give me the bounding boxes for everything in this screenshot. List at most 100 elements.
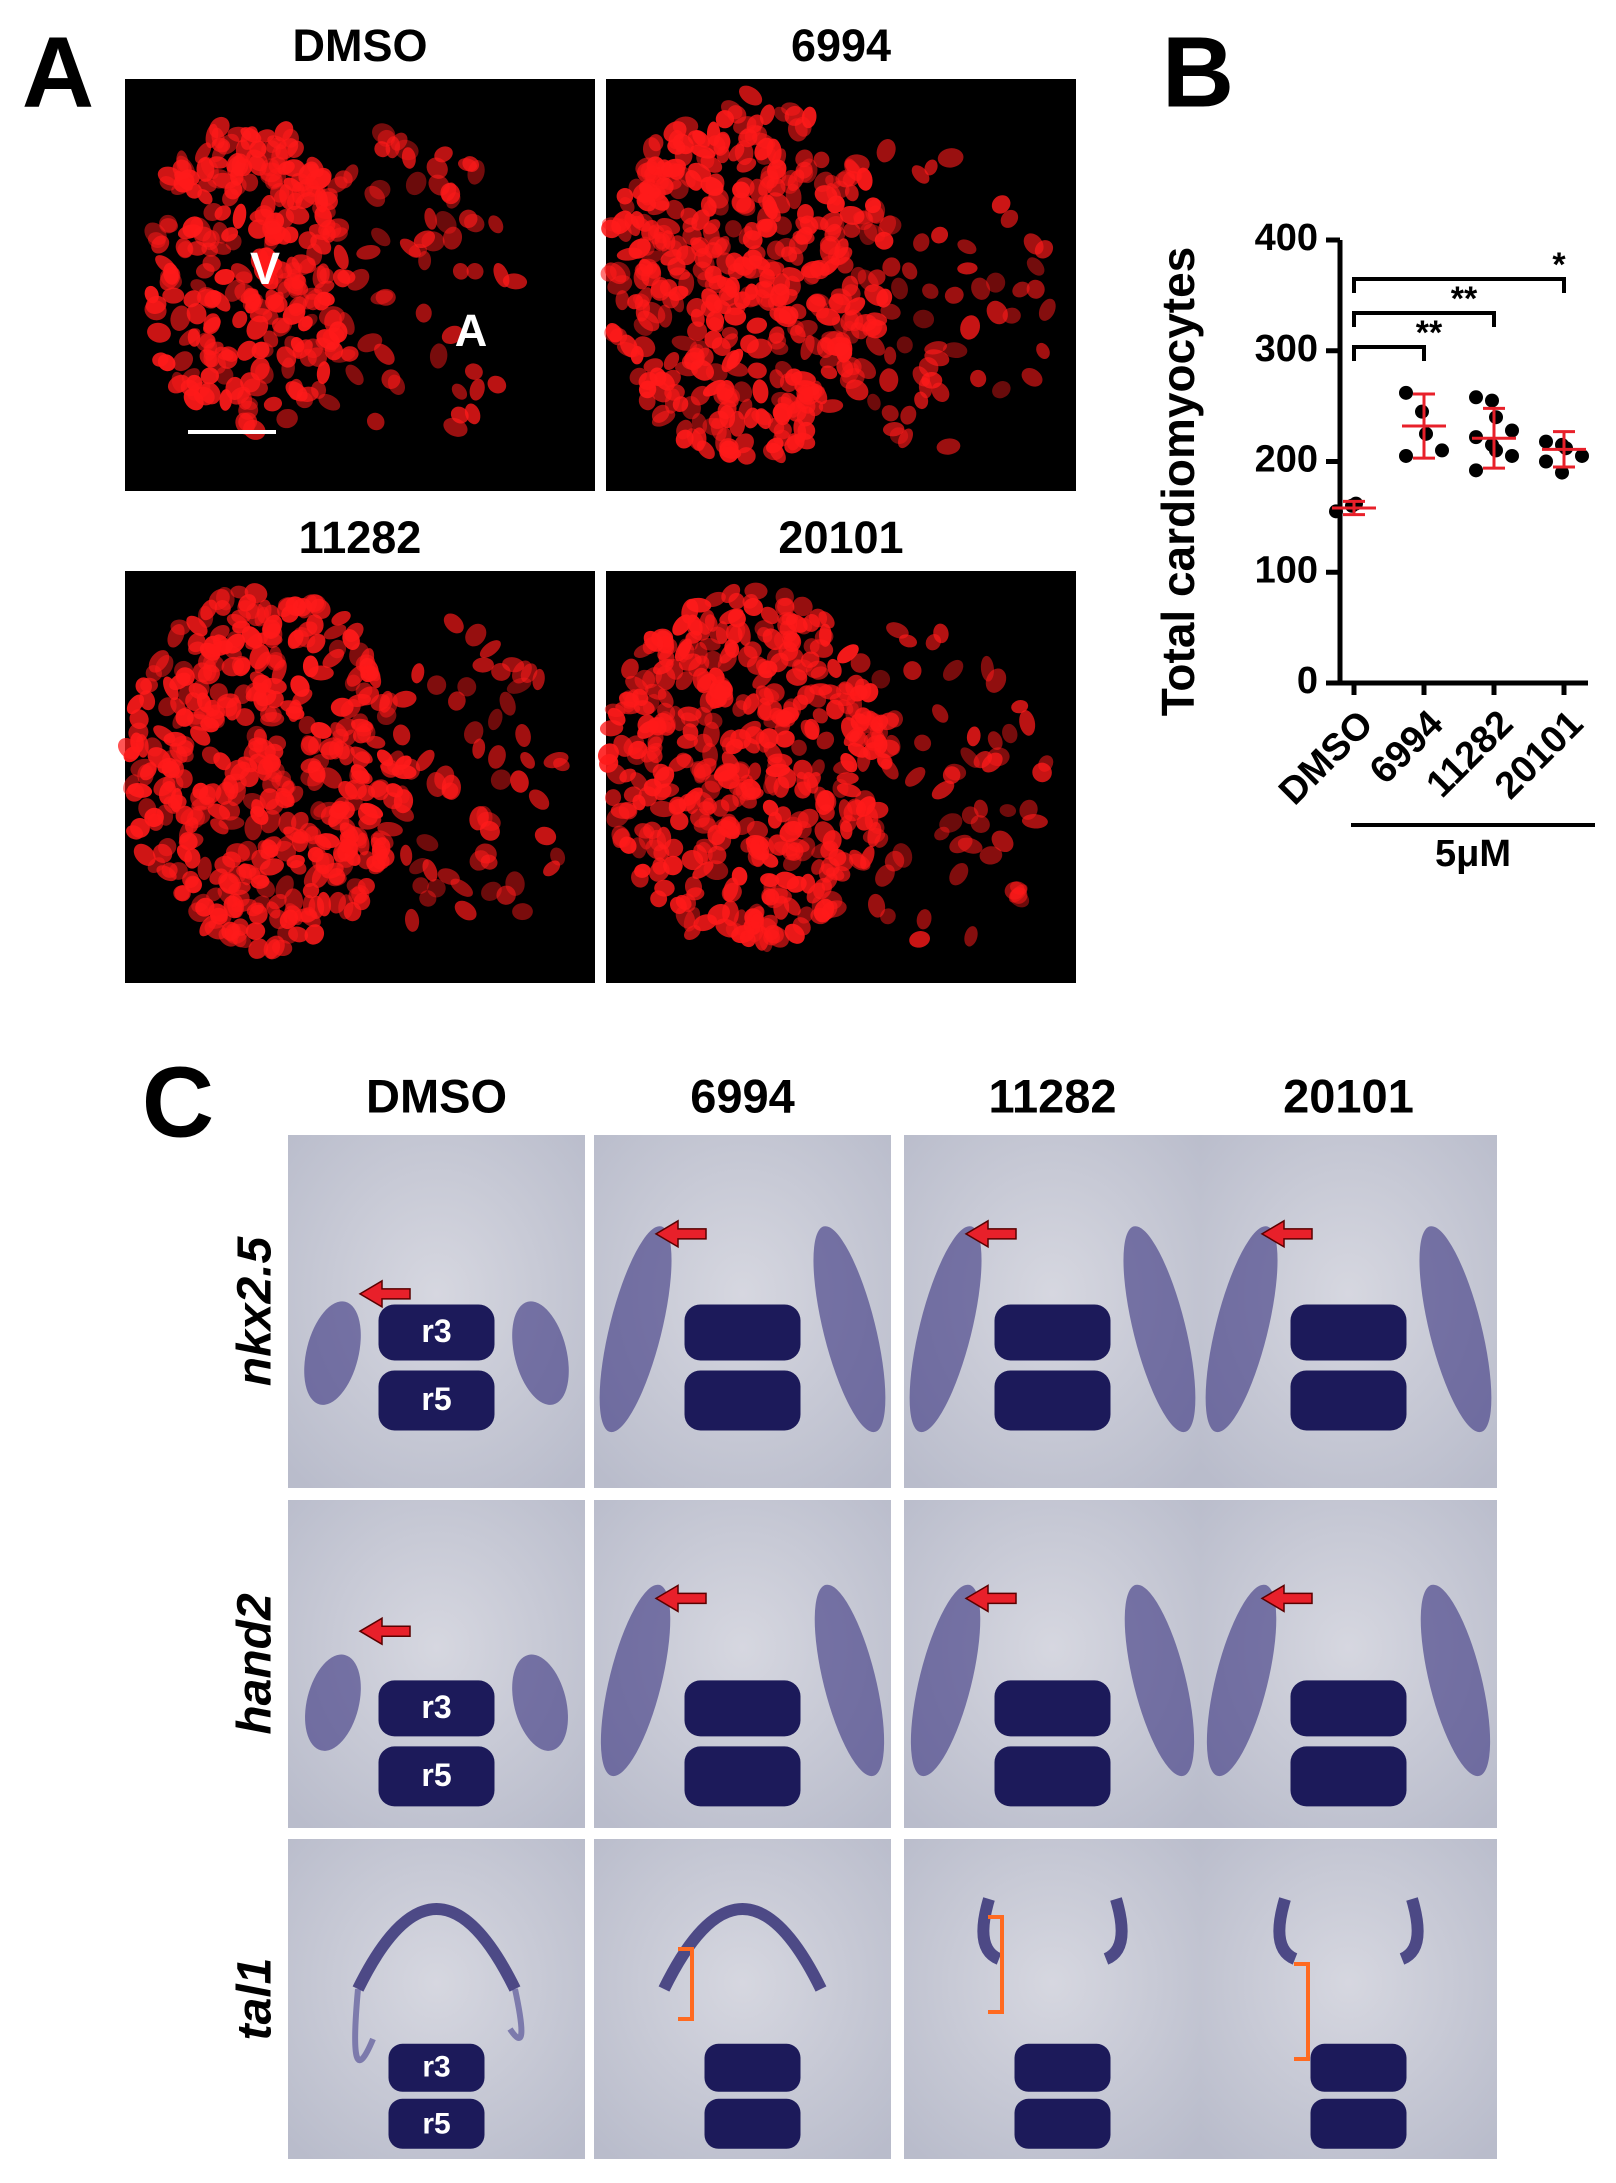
nucleus	[203, 654, 225, 673]
nucleus	[237, 340, 257, 361]
data-point	[1435, 443, 1449, 458]
nucleus	[1002, 723, 1018, 744]
nucleus	[658, 649, 675, 667]
nucleus	[162, 287, 185, 304]
nucleus	[347, 268, 370, 291]
nucleus	[900, 405, 917, 425]
nucleus	[405, 171, 427, 196]
nucleus	[217, 349, 238, 369]
nucleus	[690, 144, 716, 159]
nucleus	[871, 669, 891, 689]
nucleus	[729, 410, 746, 437]
nucleus	[147, 857, 166, 873]
nucleus	[881, 405, 899, 422]
nucleus	[698, 813, 715, 831]
nucleus	[819, 212, 844, 233]
nucleus	[290, 337, 305, 353]
data-point	[1489, 443, 1503, 458]
rhombomere	[994, 1304, 1111, 1361]
nucleus	[184, 875, 202, 894]
nucleus	[816, 731, 835, 750]
nucleus	[761, 887, 776, 905]
nucleus	[766, 240, 785, 260]
nucleus	[488, 708, 503, 731]
nucleus	[736, 196, 755, 214]
nucleus	[711, 337, 731, 357]
nucleus	[342, 629, 360, 650]
nucleus	[356, 723, 376, 743]
nucleus	[691, 413, 708, 435]
nucleus	[229, 177, 247, 196]
nucleus	[250, 248, 269, 271]
nucleus	[318, 393, 341, 411]
nucleus	[960, 747, 980, 768]
nucleus	[287, 273, 307, 299]
nucleus	[794, 432, 816, 450]
nucleus	[843, 320, 860, 344]
nucleus	[746, 338, 773, 359]
nucleus	[374, 343, 395, 365]
nucleus	[942, 766, 961, 784]
nucleus	[465, 623, 487, 647]
nucleus	[331, 610, 351, 626]
nucleus	[687, 321, 708, 342]
nucleus	[784, 275, 801, 297]
significance-bracket	[1352, 345, 1426, 361]
y-tick-label: 400	[1255, 217, 1318, 259]
nucleus	[464, 213, 485, 233]
nucleus	[686, 298, 707, 318]
nucleus	[639, 258, 654, 275]
nucleus	[273, 317, 293, 337]
nucleus	[694, 791, 714, 811]
rhombomere	[378, 1370, 495, 1431]
nucleus	[1038, 298, 1056, 321]
nucleus	[913, 233, 930, 252]
nucleus	[237, 600, 260, 620]
nucleus	[274, 121, 294, 142]
nucleus	[275, 875, 294, 900]
nucleus	[409, 857, 429, 875]
arrow	[1260, 1219, 1313, 1249]
nucleus	[931, 780, 955, 800]
rhombomere	[1290, 1680, 1407, 1737]
nucleus	[623, 735, 645, 756]
nucleus	[1019, 710, 1036, 736]
nucleus	[214, 600, 231, 616]
nucleus	[208, 903, 228, 922]
nucleus	[867, 393, 881, 411]
nucleus	[177, 224, 202, 239]
nucleus	[675, 895, 692, 910]
rhombomere	[1290, 1304, 1407, 1361]
rhombomere	[378, 1304, 495, 1361]
nucleus	[638, 391, 656, 411]
nucleus	[265, 939, 281, 959]
nucleus	[773, 402, 791, 426]
nucleus	[194, 142, 212, 164]
nucleus	[457, 677, 477, 697]
nucleus	[719, 608, 744, 625]
nucleus	[741, 787, 764, 801]
nucleus	[301, 313, 318, 328]
nucleus	[755, 685, 774, 706]
nucleus	[1019, 799, 1038, 820]
nucleus	[187, 381, 211, 401]
nucleus	[708, 188, 729, 209]
nucleus	[636, 193, 657, 212]
nucleus	[202, 230, 220, 251]
nucleus	[300, 758, 322, 774]
nucleus	[913, 309, 935, 329]
data-point	[1469, 390, 1483, 405]
nucleus	[1010, 881, 1027, 895]
nucleus	[340, 346, 359, 362]
nucleus	[844, 154, 870, 174]
nucleus	[472, 738, 486, 759]
nucleus	[773, 776, 790, 798]
nucleus	[311, 848, 330, 873]
nucleus	[708, 274, 727, 290]
nucleus	[319, 267, 335, 284]
nucleus	[263, 753, 280, 770]
nucleus	[702, 742, 718, 767]
nucleus	[991, 195, 1011, 214]
nucleus	[376, 706, 397, 726]
